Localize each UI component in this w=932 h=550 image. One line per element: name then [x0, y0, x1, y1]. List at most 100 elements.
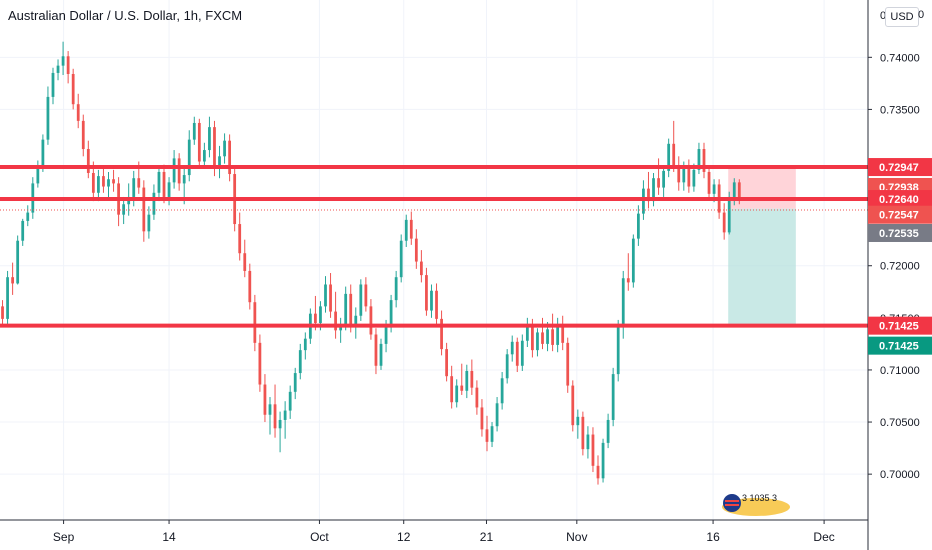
candle-65: [329, 273, 332, 318]
candle-117: [591, 427, 595, 473]
price-label-5: 0.71425: [868, 316, 932, 335]
candle-47: [238, 212, 242, 261]
candle-28: [142, 180, 146, 242]
candle-113: [571, 380, 575, 432]
candle-body: [490, 426, 494, 442]
candle-59: [298, 343, 302, 380]
candle-body: [61, 56, 65, 66]
candle-body: [197, 122, 201, 162]
candle-40: [202, 142, 206, 168]
candle-body: [404, 219, 408, 241]
symbol-title: Australian Dollar / U.S. Dollar, 1h, FXC…: [8, 8, 243, 23]
price-label-bg: [868, 223, 932, 242]
candle-body: [167, 182, 171, 197]
candle-body: [112, 179, 115, 184]
candle-72: [364, 277, 368, 312]
x-tick-label-5: Nov: [566, 530, 587, 544]
time-axis-bg[interactable]: [0, 520, 868, 550]
candle-body: [142, 187, 146, 232]
candle-body: [440, 318, 443, 350]
candle-50: [253, 294, 257, 352]
candle-body: [626, 278, 630, 283]
candle-84: [425, 267, 428, 316]
price-label-3: 0.72547: [868, 205, 932, 224]
candle-body: [349, 293, 353, 328]
candle-body: [465, 370, 469, 391]
candle-34: [172, 150, 176, 189]
candle-body: [677, 165, 681, 183]
candle-body: [273, 404, 277, 429]
x-tick-label-6: 16: [706, 530, 720, 544]
candle-2: [11, 262, 15, 295]
candle-body: [329, 284, 332, 312]
candle-106: [536, 328, 539, 357]
candle-31: [157, 166, 161, 202]
candle-94: [475, 380, 479, 415]
price-label-2: 0.72640: [868, 190, 932, 209]
candle-12: [61, 41, 65, 76]
x-tick-label-3: 12: [397, 530, 411, 544]
currency-button[interactable]: USD: [885, 7, 919, 27]
candle-body: [667, 143, 671, 171]
candle-body: [409, 219, 413, 239]
candle-body: [344, 293, 348, 325]
candle-70: [354, 307, 358, 339]
candle-body: [606, 419, 610, 443]
candle-body: [324, 284, 327, 307]
candle-body: [616, 327, 620, 375]
price-label-text: 0.72947: [879, 162, 919, 174]
candle-body: [21, 220, 25, 241]
horizontal-levels[interactable]: [0, 165, 868, 328]
candle-body: [248, 270, 252, 303]
candle-body: [425, 275, 428, 311]
x-tick-label-0: Sep: [53, 530, 75, 544]
candle-body: [137, 178, 141, 188]
candle-52: [263, 374, 267, 423]
take-profit-zone[interactable]: [728, 208, 796, 326]
candle-126: [636, 205, 640, 246]
candle-body: [218, 156, 221, 168]
candle-body: [551, 329, 554, 345]
candle-body: [288, 391, 292, 411]
candle-130: [657, 158, 660, 195]
candle-body: [611, 374, 615, 420]
candle-20: [102, 166, 105, 193]
candle-37: [187, 130, 191, 182]
candle-body: [621, 278, 625, 328]
candle-body: [369, 306, 373, 335]
candle-64: [324, 276, 327, 313]
candle-body: [152, 192, 156, 215]
candle-93: [470, 359, 474, 395]
candle-57: [288, 385, 292, 419]
price-label-bg: [868, 205, 932, 224]
candle-86: [435, 283, 438, 326]
candle-body: [510, 341, 514, 355]
candle-45: [228, 134, 232, 182]
candle-68: [344, 286, 348, 331]
candle-body: [16, 240, 20, 284]
candle-54: [273, 384, 277, 438]
candle-9: [46, 86, 50, 145]
candle-body: [263, 384, 267, 415]
price-axis-bg[interactable]: [868, 0, 932, 550]
candle-71: [359, 279, 363, 321]
price-labels: 0.729470.729380.726400.725470.725350.714…: [868, 158, 932, 355]
candle-body: [334, 311, 337, 331]
candle-body: [86, 149, 90, 173]
candle-body: [202, 150, 206, 162]
candle-body: [66, 56, 70, 74]
candle-body: [596, 465, 600, 479]
candle-99: [500, 372, 504, 410]
candle-body: [566, 342, 570, 386]
candle-body: [495, 403, 499, 427]
candle-body: [71, 73, 75, 105]
candle-body: [576, 416, 580, 426]
candle-body: [379, 343, 383, 366]
candle-body: [11, 277, 15, 284]
candle-22: [112, 169, 115, 192]
price-label-text: 0.72535: [879, 228, 919, 240]
candle-38: [192, 116, 196, 145]
candle-body: [228, 140, 232, 175]
